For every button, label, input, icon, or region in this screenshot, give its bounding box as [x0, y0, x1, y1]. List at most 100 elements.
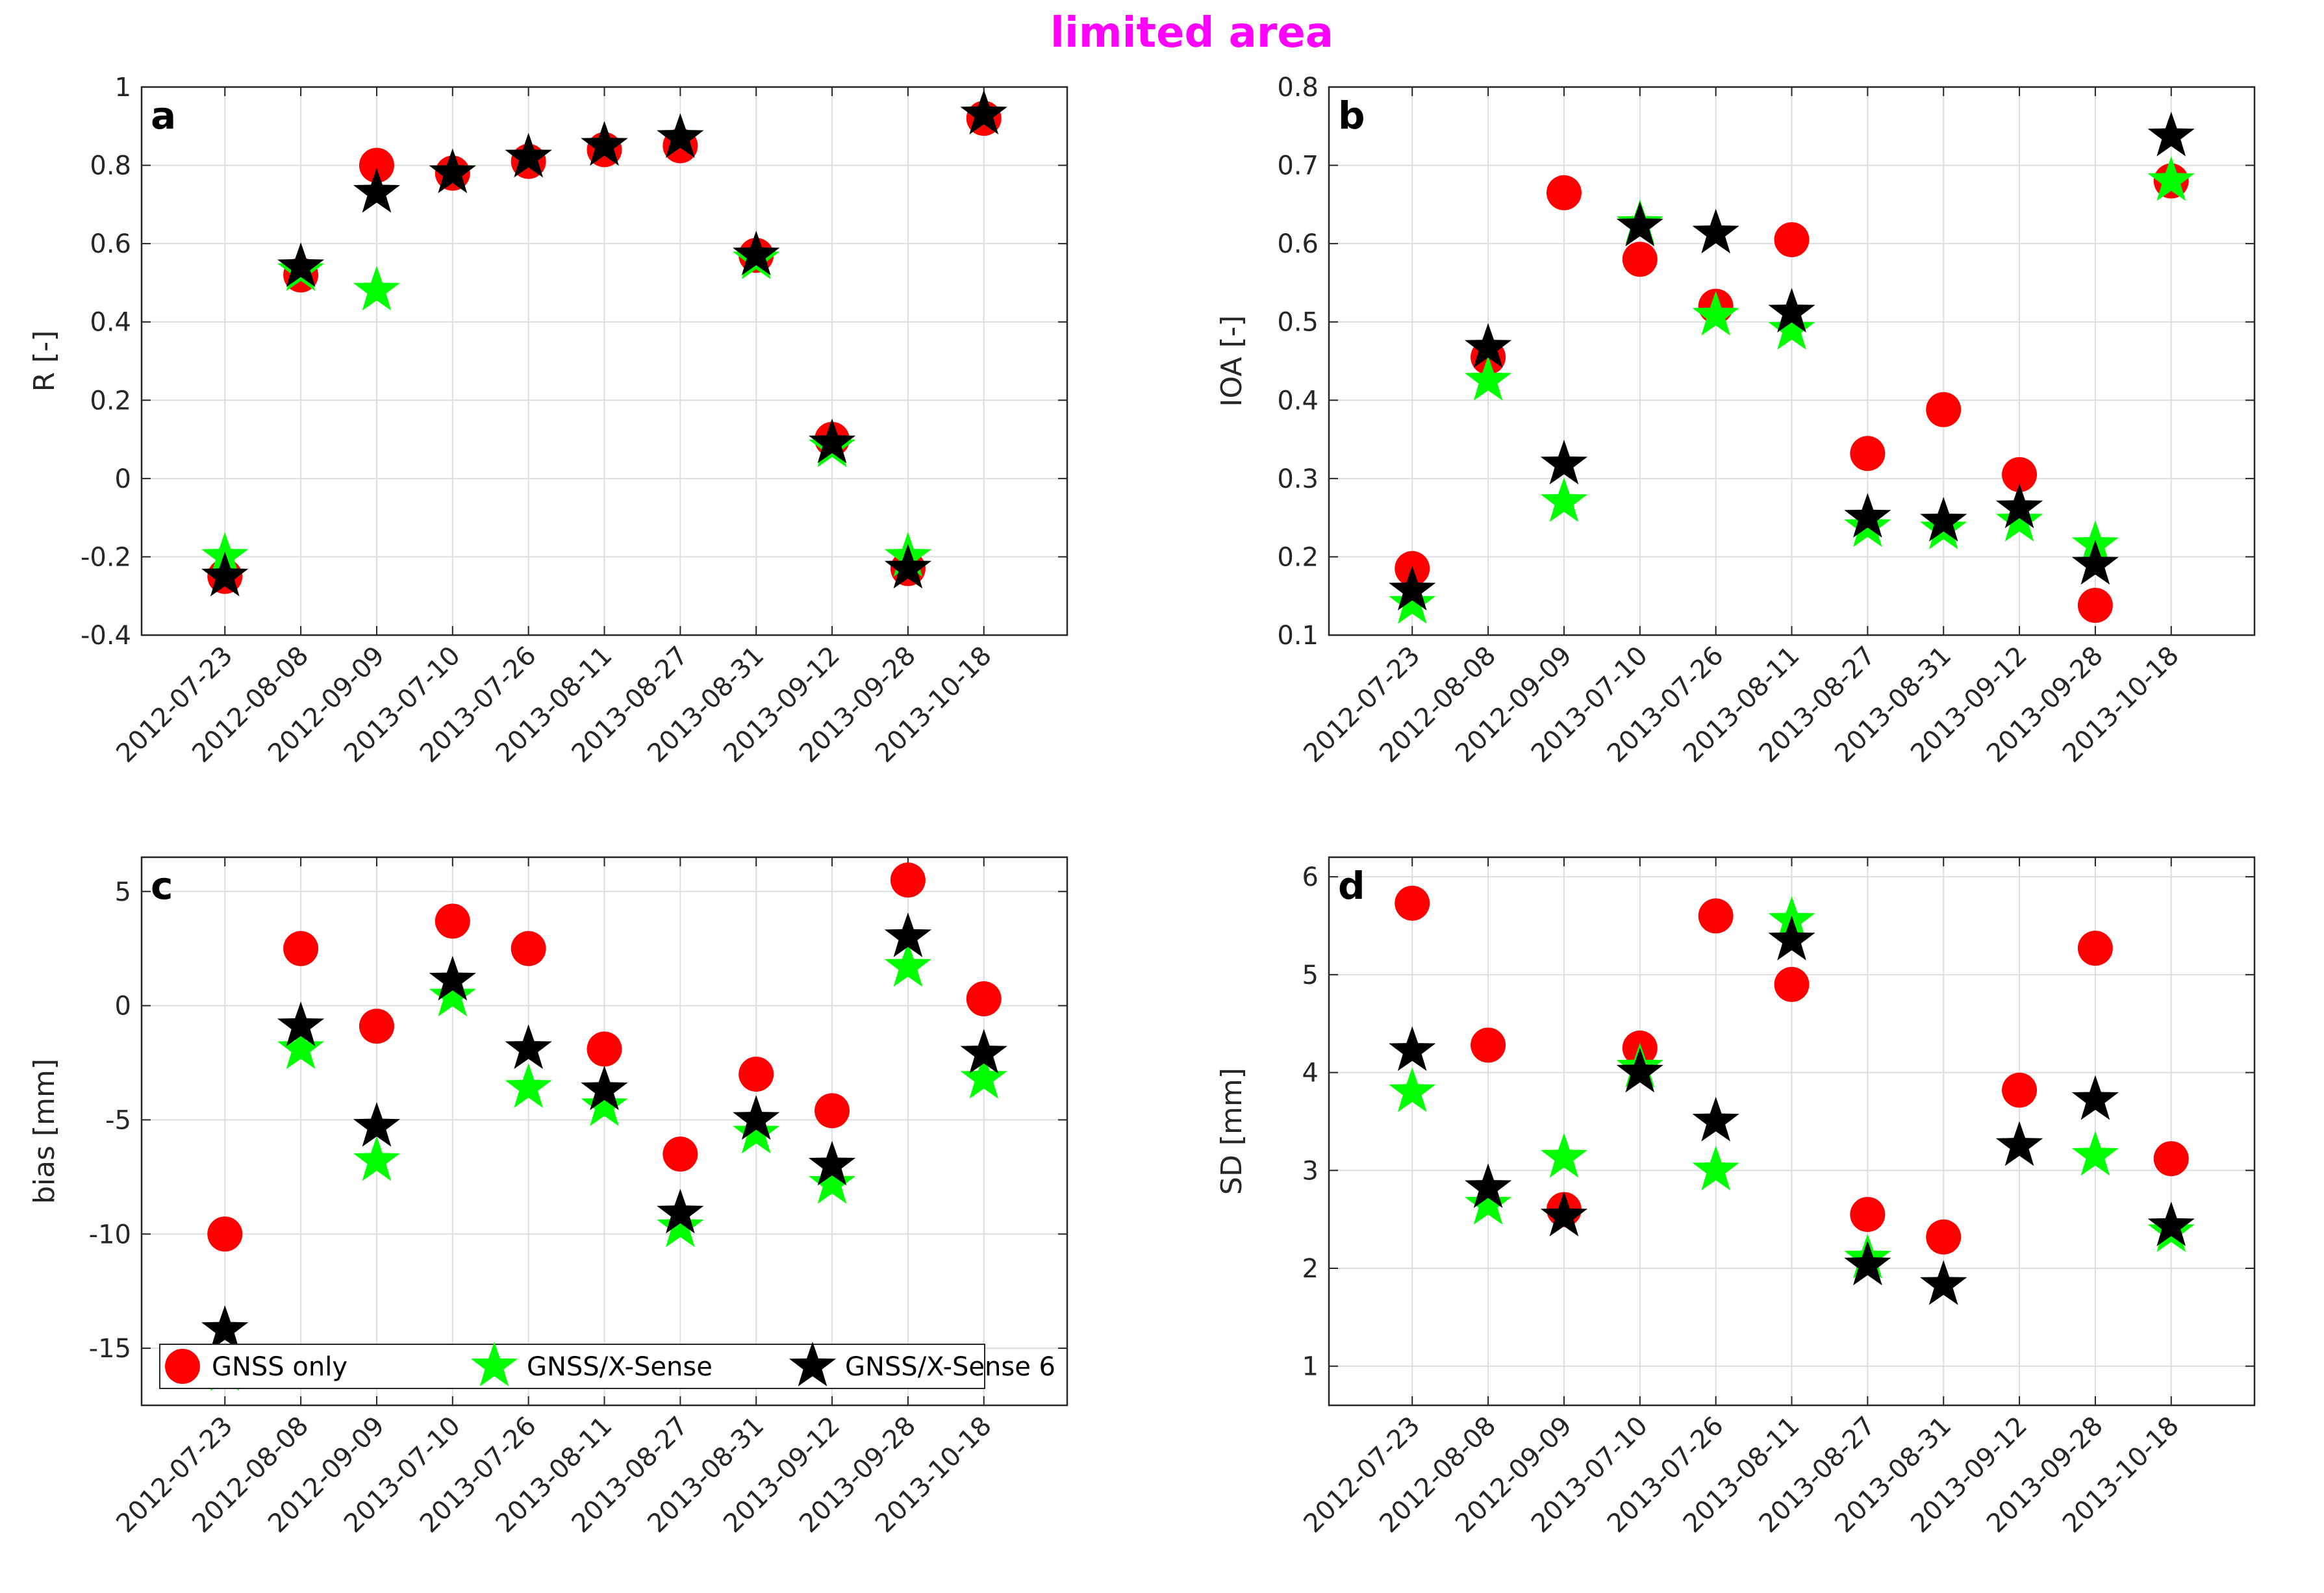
- y-tick-label: -5: [105, 1105, 131, 1135]
- data-point-star: [1540, 1133, 1588, 1178]
- data-point-star: [1389, 566, 1436, 611]
- data-point-star: [808, 418, 856, 464]
- data-points: [201, 862, 1007, 1391]
- data-point-star: [657, 1188, 704, 1234]
- y-tick-label: 3: [1302, 1156, 1319, 1186]
- data-point-circle: [587, 1031, 622, 1067]
- y-axis-label: R [-]: [28, 331, 61, 392]
- data-point-circle: [1926, 1219, 1962, 1255]
- y-tick-label: 0.4: [90, 308, 131, 338]
- data-point-star: [353, 266, 401, 311]
- data-point-star: [429, 972, 476, 1017]
- data-point-circle: [359, 147, 394, 183]
- y-tick-label: 0.6: [1277, 229, 1319, 259]
- data-point-star: [657, 113, 704, 158]
- y-tick-label: 1: [1302, 1352, 1319, 1382]
- y-tick-label: -15: [89, 1334, 131, 1364]
- data-point-star: [429, 148, 476, 194]
- data-point-star: [1692, 291, 1739, 336]
- data-point-star: [808, 1159, 856, 1204]
- axes-frame: [1328, 856, 2256, 1407]
- data-point-star: [2147, 156, 2195, 201]
- y-tick-label: 0.4: [1277, 386, 1319, 416]
- series-gnss-x-sense-6: [201, 912, 1007, 1350]
- series-gnss-x-sense-6: [201, 90, 1007, 597]
- axes-frame: [1328, 86, 2256, 636]
- data-point-star: [353, 1136, 401, 1181]
- panel-d: 1234562012-07-232012-08-082012-09-092013…: [1215, 856, 2256, 1538]
- data-point-star: [1616, 1047, 1663, 1093]
- legend-marker-star: [470, 1342, 518, 1386]
- y-tick-label: 0.1: [1277, 621, 1319, 651]
- y-tick-label: 5: [1302, 960, 1319, 990]
- legend-box: [159, 1344, 985, 1389]
- data-point-circle: [2077, 588, 2113, 623]
- y-axis-label: bias [mm]: [28, 1059, 61, 1204]
- data-point-circle: [1774, 966, 1810, 1002]
- y-axis-label: SD [mm]: [1215, 1068, 1248, 1195]
- data-point-star: [1768, 916, 1815, 960]
- data-point-star: [1995, 1121, 2043, 1166]
- data-points: [1389, 885, 2195, 1305]
- data-point-star: [884, 912, 932, 957]
- y-tick-label: 0.2: [90, 386, 131, 416]
- data-point-star: [1768, 288, 1815, 332]
- panel-c: -15-10-5052012-07-232012-08-082012-09-09…: [28, 856, 1068, 1538]
- data-point-star: [2071, 1131, 2119, 1176]
- data-point-circle: [207, 1216, 243, 1252]
- data-point-circle: [2002, 457, 2038, 492]
- figure-title: limited area: [1050, 9, 1333, 57]
- data-point-circle: [663, 1136, 698, 1172]
- y-tick-label: -0.4: [81, 621, 131, 651]
- data-point-star: [1920, 497, 1967, 542]
- data-point-star: [1995, 483, 2043, 529]
- data-point-circle: [739, 1057, 774, 1092]
- y-tick-label: 0.8: [90, 151, 131, 181]
- y-tick-label: 1: [115, 73, 131, 103]
- data-point-star: [1920, 1260, 1967, 1305]
- data-point-star: [1464, 323, 1512, 368]
- series-gnss-only: [1395, 885, 2189, 1255]
- data-points: [201, 90, 1007, 597]
- axes-frame: [140, 86, 1068, 636]
- y-tick-label: 0: [115, 464, 131, 494]
- legend-marker-star: [789, 1342, 837, 1386]
- data-point-star: [1844, 493, 1891, 538]
- data-point-star: [277, 1001, 325, 1046]
- data-point-circle: [1774, 222, 1810, 258]
- y-tick-label: 0.7: [1277, 151, 1319, 181]
- legend-label: GNSS/X-Sense 6: [845, 1352, 1055, 1382]
- data-point-star: [277, 1024, 325, 1070]
- data-point-star: [1692, 1096, 1739, 1142]
- data-point-circle: [1850, 436, 1886, 471]
- data-point-star: [1540, 440, 1588, 484]
- data-point-star: [1464, 1163, 1512, 1209]
- data-point-star: [1389, 1067, 1436, 1112]
- data-point-star: [353, 1101, 401, 1147]
- y-tick-label: -10: [89, 1220, 131, 1249]
- panel-letter: c: [151, 864, 173, 908]
- data-point-star: [1616, 201, 1663, 247]
- data-point-circle: [2002, 1072, 2038, 1108]
- y-tick-label: 0.2: [1277, 542, 1319, 572]
- data-point-star: [808, 1140, 856, 1186]
- y-axis-label: IOA [-]: [1215, 315, 1248, 407]
- data-point-star: [429, 955, 476, 1001]
- data-point-star: [733, 231, 780, 275]
- data-point-circle: [359, 1009, 394, 1044]
- series-gnss-only: [207, 862, 1002, 1252]
- data-point-star: [733, 1109, 780, 1154]
- panel-letter: b: [1338, 94, 1365, 138]
- data-point-circle: [435, 903, 470, 939]
- data-point-circle: [966, 981, 1002, 1017]
- data-point-star: [2071, 1075, 2119, 1120]
- data-point-star: [1464, 356, 1512, 401]
- data-points: [1389, 111, 2195, 624]
- series-gnss-x-sense-6: [1389, 111, 2195, 611]
- data-point-star: [1692, 208, 1739, 254]
- y-tick-label: -0.2: [81, 542, 131, 572]
- y-tick-label: 5: [115, 877, 131, 907]
- data-point-star: [2147, 111, 2195, 157]
- data-point-star: [2147, 1201, 2195, 1246]
